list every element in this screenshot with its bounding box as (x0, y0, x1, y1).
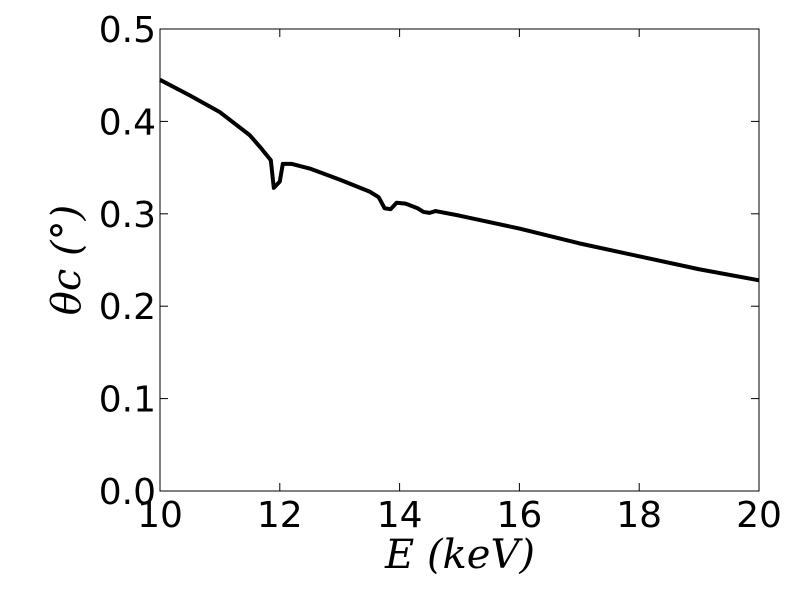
y-tick-label: 0.1 (99, 380, 156, 421)
y-tick-label: 0.2 (99, 287, 156, 328)
y-axis-label: θc (°) (44, 205, 90, 315)
x-tick-label: 18 (616, 495, 662, 536)
y-tick-label: 0.3 (99, 195, 156, 236)
y-tick-label: 0.0 (99, 472, 156, 513)
y-tick-label: 0.5 (99, 10, 156, 51)
x-tick-label: 10 (137, 495, 183, 536)
y-tick-label: 0.4 (99, 102, 156, 143)
x-tick-label: 20 (736, 495, 782, 536)
data-line (159, 78, 760, 283)
x-axis-label: E (keV) (384, 532, 535, 578)
x-tick-label: 14 (377, 495, 423, 536)
x-tick-label: 12 (257, 495, 303, 536)
plot-frame (159, 28, 760, 492)
x-tick-label: 16 (496, 495, 542, 536)
